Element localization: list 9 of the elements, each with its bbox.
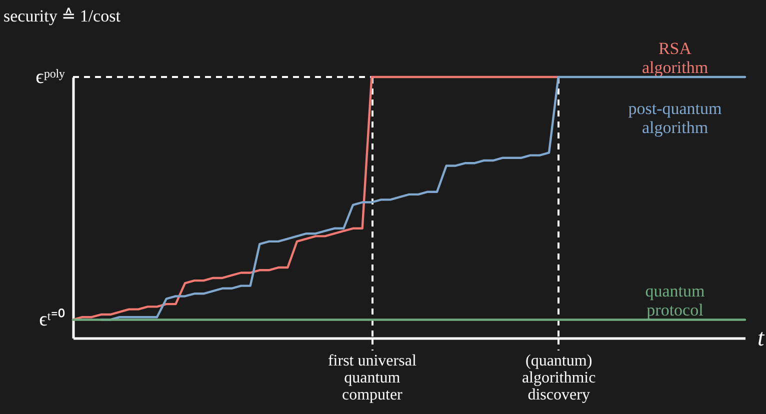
x-tick-label: first universal quantum computer	[328, 352, 417, 404]
y-axis-title: security ≙ 1/cost	[4, 6, 121, 26]
series-label: post-quantum algorithm	[628, 99, 722, 137]
x-tick-label: (quantum) algorithmic discovery	[522, 352, 596, 404]
series-label: quantum protocol	[645, 282, 705, 320]
ref-line-label: ϵᵖᵒˡʸ	[36, 66, 66, 88]
text: ϵᵗ⁼⁰	[39, 308, 65, 331]
x-axis-title: t	[758, 326, 766, 352]
text: RSA algorithm	[642, 39, 708, 77]
